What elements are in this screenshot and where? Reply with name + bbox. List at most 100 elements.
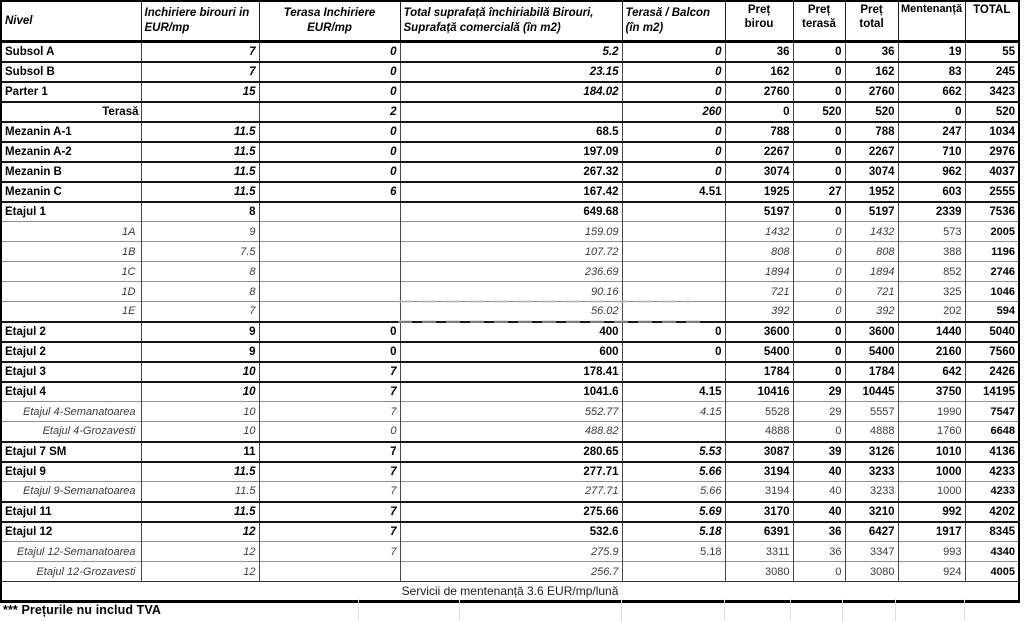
cell-price_total: 3080: [844, 561, 899, 582]
cell-maintenance: 83: [897, 60, 966, 82]
cell-maintenance: 1990: [897, 401, 966, 422]
cell-maintenance: 1000: [897, 481, 966, 502]
cell-area_office: 1041.6: [399, 380, 623, 402]
cell-rent_terrace: 0: [258, 120, 401, 142]
cell-area_balcony: 0: [621, 140, 726, 162]
cell-area_balcony: 5.18: [621, 541, 726, 562]
cell-rent_office: 12: [140, 520, 260, 542]
cell-price_total: 1894: [844, 261, 899, 282]
row-label-cell: Etajul 4: [0, 380, 142, 402]
row-label-cell: Etajul 12: [0, 520, 142, 542]
cell-price_terrace: 0: [792, 241, 846, 262]
cell-price_total: 3233: [844, 460, 899, 482]
cell-maintenance: 710: [897, 140, 966, 162]
cell-price_office: 0: [724, 100, 794, 122]
cell-price_office: 3194: [724, 460, 794, 482]
cell-price_terrace: 0: [792, 421, 846, 442]
cell-area_office: 400: [399, 320, 623, 342]
col-header-nivel: Nivel: [0, 0, 142, 43]
cell-rent_office: 8: [140, 281, 260, 302]
cell-grand_total: 2976: [964, 140, 1020, 162]
row-label-cell: Etajul 4-Grozavesti: [0, 421, 142, 442]
table-row: Etajul 9 11.5 7 277.71 5.66 3194 40 3233 1000 423…: [0, 460, 1020, 482]
cell-grand_total: 5040: [964, 320, 1020, 342]
cell-grand_total: 520: [964, 100, 1020, 122]
cell-price_total: 3210: [844, 500, 899, 522]
table-row: 1D 8 90.16 721 0 721 325 1046: [0, 281, 1020, 302]
cell-grand_total: 245: [964, 60, 1020, 82]
cell-area_office: 56.02: [399, 301, 623, 322]
col-header-area_office: Total suprafață închiriabilă Birouri, Su…: [399, 0, 623, 43]
cell-price_terrace: 0: [792, 120, 846, 142]
cell-price_terrace: 0: [792, 301, 846, 322]
cell-grand_total: 1196: [964, 241, 1020, 262]
row-label-cell: Etajul 2: [0, 340, 142, 362]
cell-price_office: 5197: [724, 200, 794, 222]
cell-area_office: 184.02: [399, 80, 623, 102]
cell-rent_office: 7: [140, 301, 260, 322]
cell-maintenance: 1010: [897, 440, 966, 462]
cell-area_office: [399, 100, 623, 122]
cell-area_office: 280.65: [399, 440, 623, 462]
row-label-cell: Etajul 3: [0, 360, 142, 382]
cell-area_balcony: [621, 281, 726, 302]
cell-maintenance: 1000: [897, 460, 966, 482]
cell-area_balcony: 5.66: [621, 481, 726, 502]
cell-rent_terrace: [258, 200, 401, 222]
cell-rent_terrace: [258, 221, 401, 242]
cell-grand_total: 7536: [964, 200, 1020, 222]
cell-area_office: 277.71: [399, 460, 623, 482]
cell-rent_office: 11.5: [140, 120, 260, 142]
col-header-rent_terrace: Terasa Inchiriere EUR/mp: [258, 0, 401, 43]
row-label-cell: 1B: [0, 241, 142, 262]
col-header-area_balcony: Terasă / Balcon (în m2): [621, 0, 726, 43]
cell-price_total: 5557: [844, 401, 899, 422]
cell-area_office: 552.77: [399, 401, 623, 422]
table-row: Etajul 7 SM 11 7 280.65 5.53 3087 39 3126 1010 41…: [0, 440, 1020, 462]
gridline: [964, 599, 965, 621]
table-row: Mezanin C 11.5 6 167.42 4.51 1925 27 1952 603 255…: [0, 180, 1020, 202]
cell-price_total: 3233: [844, 481, 899, 502]
cell-price_office: 10416: [724, 380, 794, 402]
cell-area_office: 488.82: [399, 421, 623, 442]
cell-rent_office: 11.5: [140, 460, 260, 482]
cell-grand_total: 7560: [964, 340, 1020, 362]
table-row: Etajul 12-Grozavesti 12 256.7 3080 0 3080 924 4…: [0, 561, 1020, 582]
row-label-cell: Etajul 7 SM: [0, 440, 142, 462]
row-label-cell: Etajul 9: [0, 460, 142, 482]
cell-grand_total: 1046: [964, 281, 1020, 302]
cell-area_balcony: 0: [621, 160, 726, 182]
cell-maintenance: 603: [897, 180, 966, 202]
cell-maintenance: 2160: [897, 340, 966, 362]
cell-rent_terrace: 0: [258, 60, 401, 82]
cell-price_office: 36: [724, 40, 794, 62]
watermark-dashes: [398, 320, 700, 323]
watermark-dashes: [398, 300, 690, 303]
cell-area_balcony: 5.18: [621, 520, 726, 542]
cell-area_balcony: 4.15: [621, 380, 726, 402]
cell-price_total: 162: [844, 60, 899, 82]
cell-area_office: 277.71: [399, 481, 623, 502]
cell-maintenance: 2339: [897, 200, 966, 222]
cell-grand_total: 4202: [964, 500, 1020, 522]
cell-maintenance: 202: [897, 301, 966, 322]
cell-maintenance: 924: [897, 561, 966, 582]
pricing-table: Nivel Inchiriere birouri in EUR/mp Terasa …: [0, 0, 1020, 603]
table-row: Etajul 4-Semanatoarea 10 7 552.77 4.15 5528 29…: [0, 401, 1020, 422]
table-row: Etajul 4-Grozavesti 10 0 488.82 4888 0 4888 176…: [0, 421, 1020, 442]
row-label-cell: 1C: [0, 261, 142, 282]
row-label-cell: Etajul 2: [0, 320, 142, 342]
cell-rent_office: 11.5: [140, 500, 260, 522]
cell-area_balcony: [621, 200, 726, 222]
cell-rent_office: 11.5: [140, 140, 260, 162]
cell-price_terrace: 40: [792, 500, 846, 522]
cell-price_total: 5197: [844, 200, 899, 222]
cell-rent_office: 10: [140, 401, 260, 422]
table-row: 1C 8 236.69 1894 0 1894 852 2746: [0, 261, 1020, 282]
cell-rent_office: 10: [140, 421, 260, 442]
cell-area_office: 600: [399, 340, 623, 362]
cell-grand_total: 6648: [964, 421, 1020, 442]
cell-price_office: 3194: [724, 481, 794, 502]
cell-area_balcony: 5.66: [621, 460, 726, 482]
cell-rent_office: 11.5: [140, 481, 260, 502]
